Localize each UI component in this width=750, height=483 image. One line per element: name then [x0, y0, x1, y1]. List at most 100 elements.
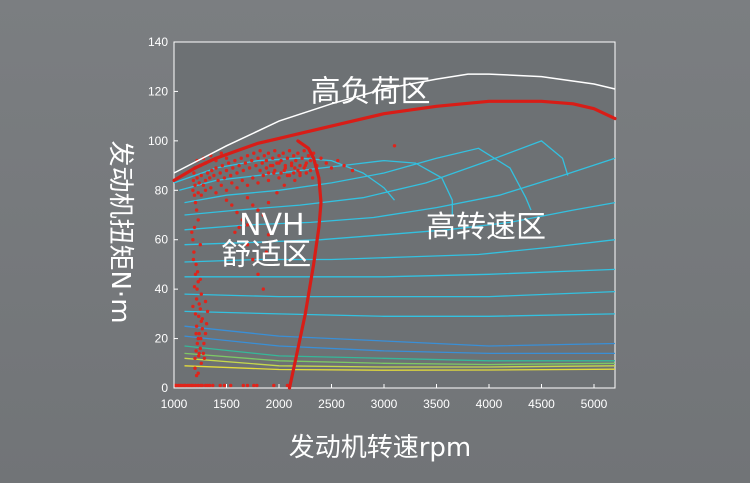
scatter-point-80: [203, 178, 208, 183]
scatter-point-179: [251, 257, 255, 262]
scatter-point-87: [218, 171, 222, 175]
scatter-point-51: [196, 218, 200, 222]
scatter-point-209: [192, 171, 196, 175]
scatter-point-136: [336, 158, 340, 163]
scatter-point-125: [298, 163, 302, 168]
scatter-point-164: [251, 203, 255, 207]
scatter-point-200: [224, 156, 229, 160]
scatter-point-189: [289, 163, 294, 168]
scatter-point-119: [285, 156, 290, 160]
contour-line-15: [184, 365, 616, 371]
scatter-point-82: [208, 176, 212, 180]
scatter-point-150: [245, 183, 250, 187]
scatter-point-169: [282, 183, 286, 187]
scatter-point-88: [220, 163, 224, 168]
scatter-point-99: [243, 161, 248, 165]
scatter-point-162: [308, 168, 313, 173]
boundary-curve-1: [287, 139, 323, 390]
scatter-point-193: [273, 168, 277, 173]
scatter-point-46: [194, 262, 198, 267]
scatter-point-212: [193, 200, 198, 205]
y-tick-label-0: 0: [161, 381, 168, 395]
scatter-point-211: [192, 193, 197, 197]
x-axis-title: 发动机转速rpm: [289, 433, 472, 463]
scatter-point-90: [224, 168, 229, 173]
y-tick-label-6: 120: [148, 84, 168, 98]
scatter-point-199: [310, 176, 315, 180]
scatter-point-91: [226, 161, 231, 165]
scatter-point-55: [205, 309, 210, 314]
y-tick-label-1: 20: [155, 332, 169, 346]
scatter-point-98: [241, 168, 245, 173]
scatter-point-109: [264, 158, 269, 163]
scatter-point-190: [296, 168, 300, 173]
scatter-point-196: [292, 171, 296, 175]
x-tick-label-8: 5000: [581, 397, 608, 411]
scatter-point-112: [271, 156, 275, 160]
scatter-point-178: [245, 243, 250, 247]
scatter-point-146: [224, 188, 229, 192]
scatter-point-77: [197, 181, 201, 185]
scatter-point-106: [258, 149, 262, 153]
scatter-point-66: [194, 331, 198, 336]
scatter-point-65: [193, 312, 198, 316]
scatter-point-175: [224, 198, 229, 202]
x-tick-label-2: 2000: [266, 397, 293, 411]
region-label-2: 舒适区: [221, 237, 311, 272]
scatter-point-29: [194, 349, 198, 353]
contour-line-2: [184, 147, 532, 211]
scatter-point-139: [392, 144, 397, 148]
scatter-point-74: [191, 188, 195, 192]
contour-line-11: [184, 335, 615, 355]
x-tick-label-5: 3500: [423, 397, 450, 411]
scatter-point-126: [300, 156, 304, 160]
contour-line-9: [184, 310, 616, 317]
scatter-point-165: [256, 208, 260, 212]
scatter-point-135: [329, 166, 334, 170]
contour-lines: [173, 140, 616, 371]
scatter-point-113: [273, 149, 277, 153]
scatter-point-79: [201, 183, 206, 187]
scatter-point-108: [262, 154, 266, 158]
scatter-point-105: [256, 156, 260, 160]
scatter-point-120: [287, 149, 292, 153]
scatter-point-159: [293, 166, 297, 170]
scatter-point-210: [191, 178, 196, 183]
y-tick-label-2: 40: [155, 282, 169, 296]
boundary-curve-0: [172, 99, 617, 182]
scatter-point-28: [193, 356, 197, 360]
scatter-point-78: [199, 173, 203, 178]
scatter-point-103: [252, 151, 256, 155]
scatter-point-49: [190, 230, 194, 234]
scatter-point-48: [191, 238, 195, 242]
scatter-point-83: [210, 168, 214, 173]
scatter-point-42: [194, 297, 199, 301]
scatter-point-148: [235, 186, 239, 190]
scatter-point-152: [256, 181, 260, 185]
contour-line-12: [184, 345, 615, 362]
curve-lines: [172, 73, 617, 390]
scatter-point-84: [212, 173, 216, 178]
region-label-0: 高负荷区: [311, 74, 431, 109]
scatter-point-149: [240, 178, 244, 183]
scatter-point-12: [196, 383, 200, 388]
scatter-point-195: [285, 173, 290, 178]
scatter-point-170: [293, 178, 297, 183]
scatter-point-95: [235, 171, 239, 175]
scatter-point-117: [281, 151, 285, 155]
scatter-point-58: [196, 371, 200, 375]
scatter-point-181: [261, 287, 265, 291]
scatter-point-127: [302, 149, 306, 153]
scatter-point-41: [202, 356, 207, 360]
scatter-point-53: [199, 292, 203, 296]
scatter-point-177: [233, 230, 237, 234]
contour-line-5: [184, 201, 616, 246]
scatter-point-173: [235, 210, 239, 215]
scatter-point-38: [200, 327, 204, 331]
scatter-point-54: [203, 299, 208, 304]
scatter-point-32: [197, 331, 201, 336]
scatter-point-192: [266, 171, 271, 175]
scatter-point-140: [196, 191, 200, 195]
scatter-point-73: [198, 277, 202, 281]
